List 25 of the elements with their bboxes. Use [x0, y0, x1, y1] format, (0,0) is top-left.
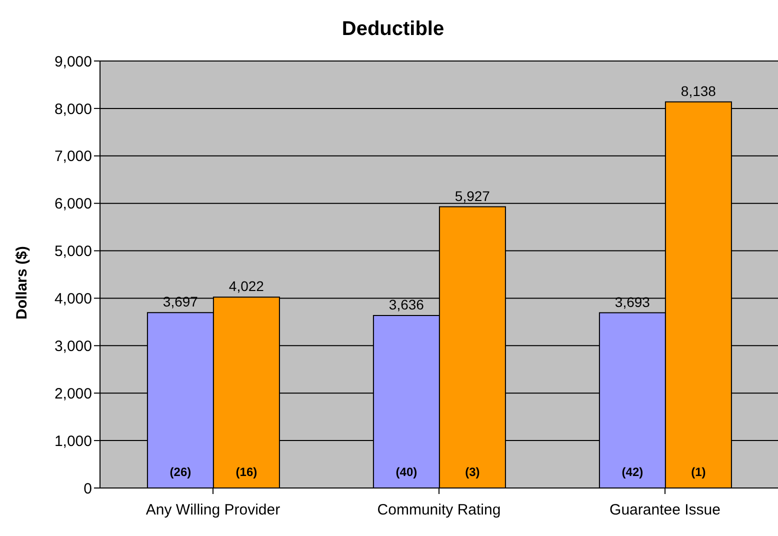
y-tick-label: 7,000 — [54, 148, 92, 166]
data-label: 5,927 — [454, 188, 490, 204]
data-label: 4,022 — [228, 278, 264, 294]
data-label: 8,138 — [680, 82, 716, 99]
y-axis-title: Dollars ($) — [13, 246, 30, 320]
chart-title: Deductible — [340, 17, 446, 42]
y-tick-label: 4,000 — [54, 290, 92, 308]
y-tick-label: 9,000 — [54, 53, 92, 70]
data-label: 3,636 — [388, 296, 424, 312]
annotation: (26) — [170, 465, 192, 479]
x-tick-label: Guarantee Issue — [610, 502, 720, 519]
annotation: (3) — [465, 465, 480, 479]
annotation: (40) — [396, 465, 418, 479]
y-tick-label: 8,000 — [54, 100, 92, 118]
x-tick-label: Any Willing Provider — [146, 502, 280, 519]
y-tick-label: 0 — [84, 480, 92, 498]
annotation: (16) — [236, 465, 258, 479]
y-tick-label: 3,000 — [54, 338, 92, 355]
y-tick-label: 2,000 — [54, 385, 92, 402]
y-tick-label: 1,000 — [54, 432, 92, 450]
y-tick-label: 5,000 — [54, 243, 92, 260]
y-tick-label: 6,000 — [54, 196, 92, 213]
x-tick-label: Community Rating — [377, 502, 501, 519]
annotation: (1) — [691, 465, 706, 479]
annotation: (42) — [622, 465, 644, 479]
